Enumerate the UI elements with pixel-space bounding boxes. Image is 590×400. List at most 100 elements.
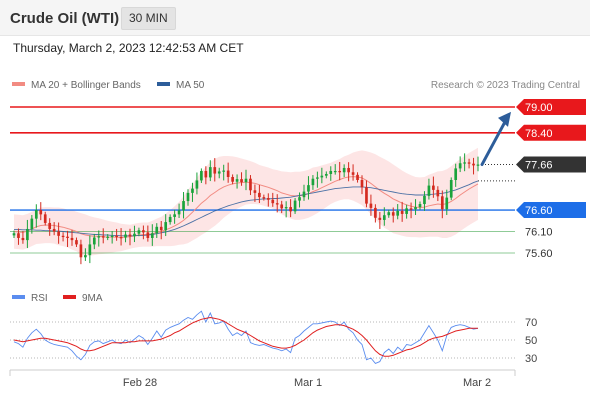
bollinger-band [14,147,478,256]
candle-body [142,230,145,233]
candle-body [302,191,306,198]
candle-body [159,226,163,231]
credit-label: Research © 2023 Trading Central [430,80,580,91]
rsi-swatch-icon [12,295,25,300]
candle-body [360,180,364,188]
candle-body [75,240,78,245]
candle-body [289,207,292,212]
candle-body [396,210,400,216]
candle-body [445,197,449,210]
datetime-label: Thursday, March 2, 2023 12:42:53 AM CET [13,41,244,55]
legend-label: MA 20 + Bollinger Bands [31,80,141,91]
rsi-ma9-line [13,316,478,357]
candle-body [92,237,96,245]
candle-body [347,167,350,173]
candle-body [382,215,386,220]
candle-body [414,207,417,210]
ma20-swatch-icon [12,82,25,87]
candle-body [26,228,29,241]
candle-body [226,170,230,177]
candle-body [418,204,422,208]
x-tick-label: Feb 28 [123,377,157,389]
timeframe-badge[interactable]: 30 MIN [121,7,176,30]
candle-body [150,233,154,238]
candle-body [12,233,16,236]
level-label-text: 78.40 [525,128,553,140]
candle-body [244,178,248,183]
candle-body [405,208,408,214]
x-tick-label: Mar 1 [294,377,322,389]
candle-body [262,197,266,199]
candle-body [200,170,203,181]
candle-body [298,197,301,201]
candle-body [454,168,458,180]
candle-body [137,230,141,234]
candle-body [231,176,234,182]
candle-body [316,177,319,179]
candle-body [164,222,168,231]
candle-body [458,163,462,169]
candle-body [275,203,279,205]
candle-body [106,236,110,238]
level-label-text: 77.66 [525,160,553,172]
candle-body [324,173,328,176]
level-label-tag [516,124,586,141]
candle-body [43,214,47,223]
candle-body [191,188,194,193]
candle-body [182,201,185,211]
level-label-tag [516,156,586,173]
candle-body [369,203,373,208]
rsi-line [13,310,479,364]
candle-body [173,214,176,217]
rsi-tick-label: 70 [525,317,537,329]
candle-body [195,180,199,189]
candle-body [391,212,395,216]
ma50-line [14,180,479,237]
candle-body [97,236,101,238]
candle-body [449,180,453,198]
candle-body [476,164,480,166]
candle-body [432,185,435,190]
candle-body [284,207,288,209]
candle-body [436,189,440,197]
candle-body [39,210,43,215]
legend-item-rsi: RSI [12,293,48,304]
candle-body [472,163,475,166]
candle-body [342,167,346,173]
level-label-tag [516,202,586,219]
candle-body [427,185,431,196]
ma50-swatch-icon [157,82,170,87]
candle-body [79,244,83,258]
candle-body [217,171,221,174]
candle-body [320,175,324,178]
candle-body [21,237,25,241]
candle-body [467,162,471,164]
candle-body [128,234,132,237]
candle-body [409,208,413,210]
candle-body [387,212,391,216]
legend-label: MA 50 [176,80,205,91]
candle-body [423,195,426,205]
candle-body [222,170,226,172]
level-label-text: 76.60 [525,205,553,217]
candle-body [463,162,466,164]
candle-body [52,228,56,232]
candle-body [66,236,69,238]
rsi-tick-label: 30 [525,353,537,365]
candle-body [258,192,261,198]
legend-label: 9MA [82,293,103,304]
candle-body [249,178,252,191]
level-label-text: 76.10 [525,227,553,239]
candle-body [293,200,297,212]
candle-body [235,179,239,182]
candle-body [356,174,359,180]
header-bar: Crude Oil (WTI) 30 MIN [0,0,590,36]
candle-body [378,217,382,220]
candle-body [155,226,159,234]
candle-body [271,199,275,204]
candle-body [61,235,65,238]
candle-body [351,172,355,175]
candle-body [115,235,118,238]
candle-body [101,236,105,238]
